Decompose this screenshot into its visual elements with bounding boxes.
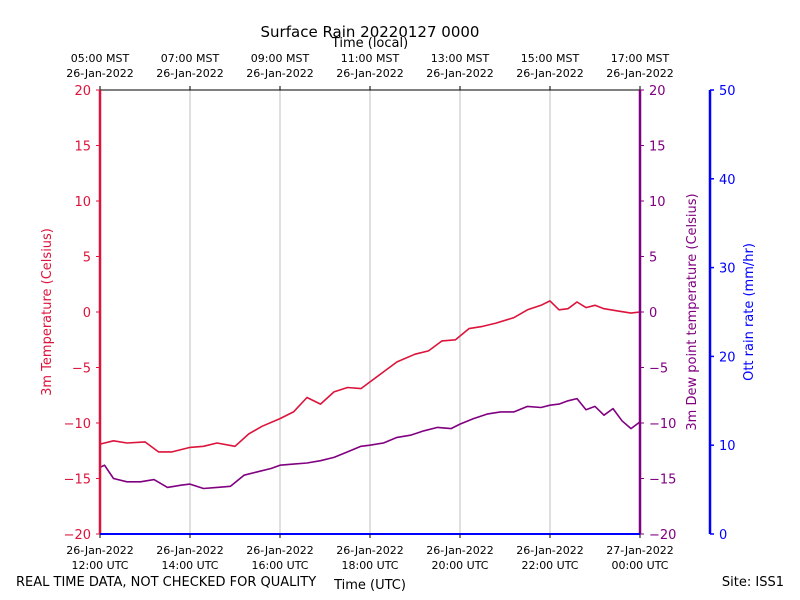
y-right-rain-label: Ott rain rate (mm/hr) bbox=[742, 243, 757, 381]
x-axis-label: Time (UTC) bbox=[333, 578, 406, 593]
y-right-rain-tick-label: 10 bbox=[719, 439, 736, 454]
top-tick-label-date: 26-Jan-2022 bbox=[336, 67, 404, 80]
y-left-tick-label: 15 bbox=[74, 140, 91, 155]
y-right-dewpoint-tick-label: 10 bbox=[649, 195, 666, 210]
y-right-dewpoint-tick-label: 5 bbox=[649, 251, 657, 266]
y-right-dewpoint-tick-label: 20 bbox=[649, 84, 666, 99]
dewpoint-series-line bbox=[99, 397, 641, 490]
x-tick-label-date: 26-Jan-2022 bbox=[156, 544, 224, 557]
top-tick-label-local: 05:00 MST bbox=[71, 52, 130, 65]
top-tick-label-local: 13:00 MST bbox=[431, 52, 490, 65]
y-left-label: 3m Temperature (Celsius) bbox=[40, 228, 55, 396]
y-right-dewpoint-tick-label: −10 bbox=[649, 417, 676, 432]
x-tick-label-utc: 00:00 UTC bbox=[611, 559, 668, 572]
y-left-tick-label: −15 bbox=[64, 473, 91, 488]
y-left-tick-label: 5 bbox=[83, 251, 91, 266]
top-tick-label-local: 15:00 MST bbox=[521, 52, 580, 65]
y-left-tick-label: 20 bbox=[74, 84, 91, 99]
x-tick-label-date: 27-Jan-2022 bbox=[606, 544, 674, 557]
quality-disclaimer: REAL TIME DATA, NOT CHECKED FOR QUALITY bbox=[16, 575, 317, 590]
y-right-dewpoint-tick-label: −20 bbox=[649, 528, 676, 543]
top-tick-label-date: 26-Jan-2022 bbox=[606, 67, 674, 80]
y-left-tick-label: −20 bbox=[64, 528, 91, 543]
top-axis-label: Time (local) bbox=[331, 36, 408, 51]
x-tick-label-date: 26-Jan-2022 bbox=[66, 544, 134, 557]
y-left-tick-label: 0 bbox=[83, 306, 91, 321]
y-right-dewpoint-tick-label: 0 bbox=[649, 306, 657, 321]
axis-ticks bbox=[96, 86, 714, 538]
top-tick-label-date: 26-Jan-2022 bbox=[516, 67, 584, 80]
y-right-dewpoint-tick-label: 15 bbox=[649, 140, 666, 155]
top-tick-label-date: 26-Jan-2022 bbox=[66, 67, 134, 80]
x-tick-label-utc: 14:00 UTC bbox=[161, 559, 218, 572]
x-tick-label-date: 26-Jan-2022 bbox=[426, 544, 494, 557]
top-tick-label-local: 07:00 MST bbox=[161, 52, 220, 65]
temperature-series-line bbox=[99, 300, 641, 453]
x-tick-label-utc: 12:00 UTC bbox=[71, 559, 128, 572]
y-right-dewpoint-tick-label: −5 bbox=[649, 362, 668, 377]
series-group bbox=[99, 300, 641, 490]
top-tick-label-date: 26-Jan-2022 bbox=[156, 67, 224, 80]
top-tick-label-date: 26-Jan-2022 bbox=[426, 67, 494, 80]
y-right-dewpoint-label: 3m Dew point temperature (Celsius) bbox=[685, 193, 700, 430]
y-right-dewpoint-tick-label: −15 bbox=[649, 473, 676, 488]
y-left-tick-label: −10 bbox=[64, 417, 91, 432]
x-tick-label-date: 26-Jan-2022 bbox=[246, 544, 314, 557]
x-tick-label-utc: 16:00 UTC bbox=[251, 559, 308, 572]
grid-lines bbox=[189, 90, 551, 534]
y-left-tick-label: −5 bbox=[72, 362, 91, 377]
top-tick-label-local: 11:00 MST bbox=[341, 52, 400, 65]
x-tick-label-date: 26-Jan-2022 bbox=[516, 544, 584, 557]
x-tick-label-date: 26-Jan-2022 bbox=[336, 544, 404, 557]
x-tick-label-utc: 20:00 UTC bbox=[431, 559, 488, 572]
site-label: Site: ISS1 bbox=[721, 575, 784, 590]
y-right-rain-tick-label: 0 bbox=[719, 528, 727, 543]
y-right-rain-tick-label: 20 bbox=[719, 350, 736, 365]
x-tick-label-utc: 18:00 UTC bbox=[341, 559, 398, 572]
axis-labels: Surface Rain 20220127 0000 Time (local) … bbox=[40, 23, 757, 593]
top-tick-label-local: 17:00 MST bbox=[611, 52, 670, 65]
y-right-rain-tick-label: 50 bbox=[719, 84, 736, 99]
y-left-tick-label: 10 bbox=[74, 195, 91, 210]
y-right-rain-tick-label: 40 bbox=[719, 173, 736, 188]
top-tick-label-local: 09:00 MST bbox=[251, 52, 310, 65]
x-tick-label-utc: 22:00 UTC bbox=[521, 559, 578, 572]
top-tick-label-date: 26-Jan-2022 bbox=[246, 67, 314, 80]
chart-title: Surface Rain 20220127 0000 bbox=[261, 23, 480, 41]
y-right-rain-tick-label: 30 bbox=[719, 262, 736, 277]
